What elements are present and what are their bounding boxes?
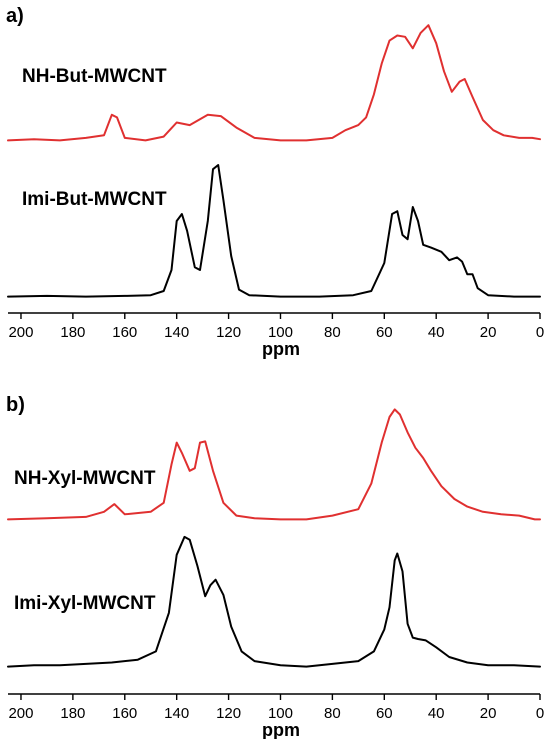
- x-tick-label: 60: [376, 324, 393, 341]
- panel-a: a) NH-But-MWCNT Imi-But-MWCNT 200 180 160 1…: [6, 5, 544, 359]
- x-tick-label: 60: [376, 705, 393, 722]
- x-tick-label: 120: [216, 705, 241, 722]
- panel-b-x-axis-title: ppm: [262, 720, 300, 739]
- x-tick-label: 200: [8, 705, 33, 722]
- panel-a-ticks: 200 180 160 140 120 100 80 60 40 20 0: [8, 313, 544, 341]
- panel-a-series-1-label: NH-But-MWCNT: [22, 66, 167, 87]
- x-tick-label: 20: [480, 324, 497, 341]
- panel-a-series-2-label: Imi-But-MWCNT: [22, 189, 167, 210]
- x-tick-label: 40: [428, 324, 445, 341]
- x-tick-label: 20: [480, 705, 497, 722]
- x-tick-label: 0: [536, 705, 544, 722]
- panel-a-series-2-line: [7, 164, 541, 298]
- panel-a-traces: [7, 24, 541, 298]
- x-tick-label: 120: [216, 324, 241, 341]
- x-tick-label: 40: [428, 705, 445, 722]
- x-tick-label: 140: [164, 705, 189, 722]
- x-tick-label: 80: [324, 324, 341, 341]
- x-tick-label: 0: [536, 324, 544, 341]
- x-tick-label: 180: [60, 324, 85, 341]
- panel-b-traces: [7, 408, 541, 668]
- panel-b-series-1-label: NH-Xyl-MWCNT: [14, 468, 156, 489]
- panel-a-letter: a): [6, 5, 24, 27]
- x-tick-label: 140: [164, 324, 189, 341]
- panel-a-series-1-line: [7, 24, 541, 142]
- panel-b-series-2-label: Imi-Xyl-MWCNT: [14, 593, 156, 614]
- panel-b-letter: b): [6, 394, 25, 416]
- x-tick-label: 160: [112, 324, 137, 341]
- x-tick-label: 160: [112, 705, 137, 722]
- x-tick-label: 100: [268, 705, 293, 722]
- x-tick-label: 180: [60, 705, 85, 722]
- panel-b: b) NH-Xyl-MWCNT Imi-Xyl-MWCNT 200 180 160 1…: [6, 394, 544, 739]
- panel-b-series-2-line: [7, 535, 541, 668]
- panel-a-x-axis-title: ppm: [262, 339, 300, 359]
- panel-b-series-1-line: [7, 408, 541, 521]
- x-tick-label: 100: [268, 324, 293, 341]
- x-tick-label: 200: [8, 324, 33, 341]
- x-tick-label: 80: [324, 705, 341, 722]
- panel-b-ticks: 200 180 160 140 120 100 80 60 40 20 0: [8, 694, 544, 722]
